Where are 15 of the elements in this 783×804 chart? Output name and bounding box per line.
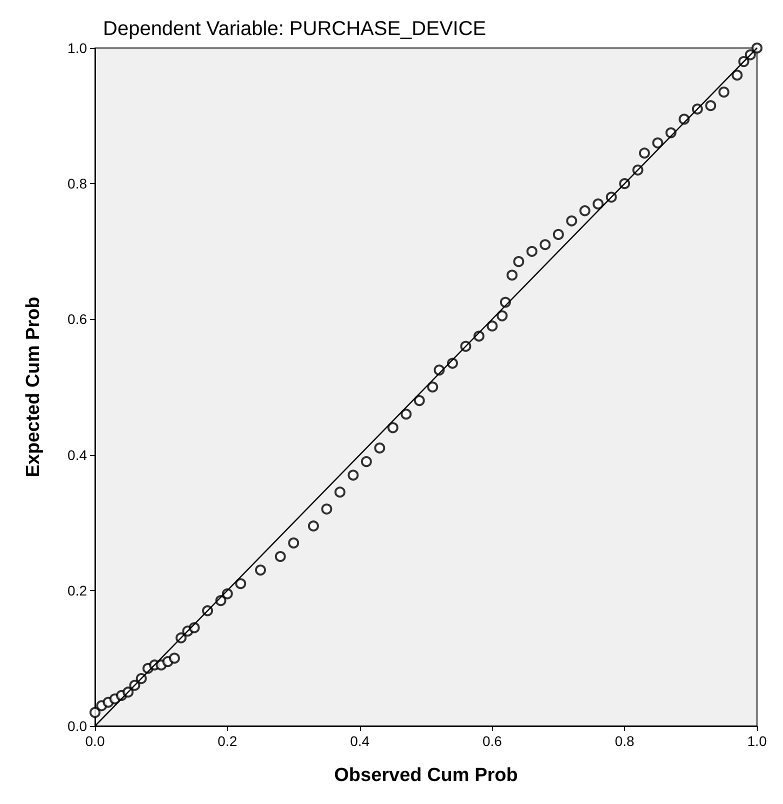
- x-axis-title: Observed Cum Prob: [334, 765, 518, 786]
- y-tick-label: 0.0: [68, 718, 88, 734]
- x-tick-label: 0.4: [350, 733, 370, 749]
- x-tick-label: 0.0: [85, 733, 105, 749]
- x-tick-label: 0.2: [218, 733, 238, 749]
- y-axis-title: Expected Cum Prob: [23, 296, 44, 478]
- y-tick-label: 0.6: [68, 311, 88, 328]
- chart-title: Dependent Variable: PURCHASE_DEVICE: [103, 18, 486, 40]
- x-tick-label: 1.0: [747, 733, 767, 749]
- y-tick-label: 0.2: [68, 582, 88, 598]
- y-tick-label: 1.0: [68, 40, 88, 56]
- y-tick-label: 0.8: [68, 176, 88, 192]
- x-tick-label: 0.6: [482, 733, 502, 749]
- x-tick-label: 0.8: [614, 733, 635, 749]
- y-tick-label: 0.4: [68, 446, 88, 463]
